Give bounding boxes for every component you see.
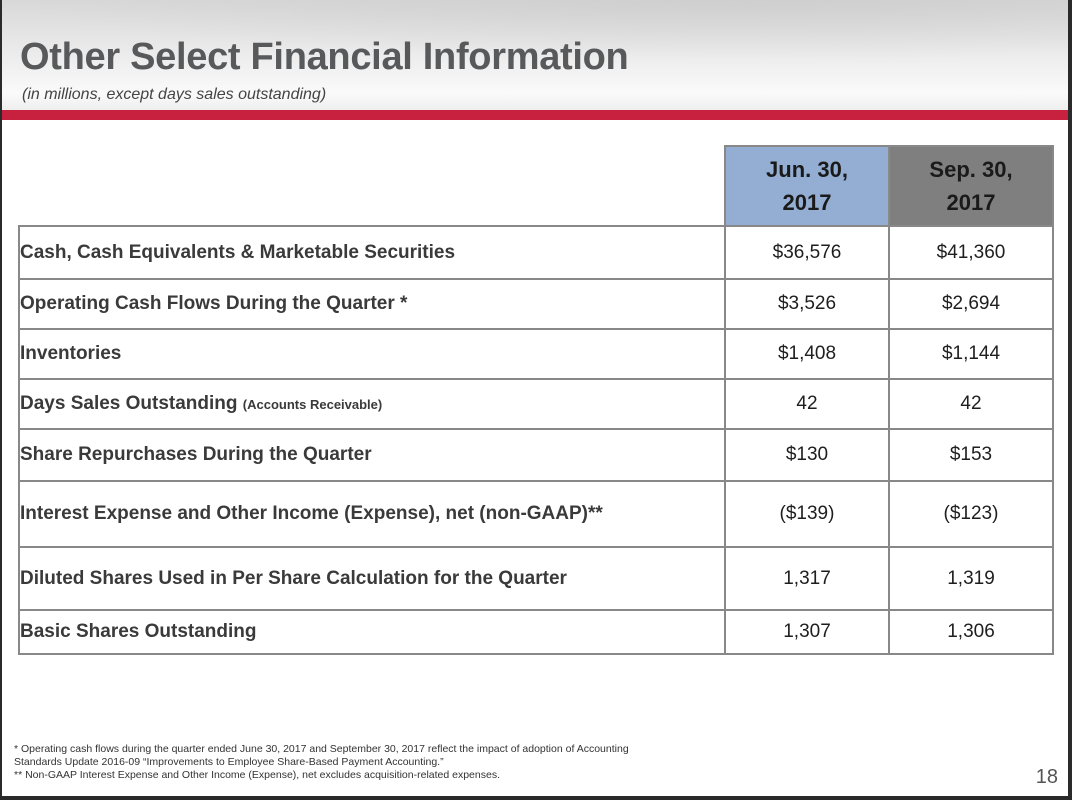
- footnote-1-line1: * Operating cash flows during the quarte…: [14, 743, 629, 755]
- value-jun: 1,317: [724, 546, 890, 611]
- row-label: Interest Expense and Other Income (Expen…: [18, 480, 726, 548]
- page-title: Other Select Financial Information: [20, 36, 629, 78]
- row-label-note: (Accounts Receivable): [242, 397, 383, 412]
- value-jun: $1,408: [724, 328, 890, 380]
- financial-table: Jun. 30, 2017 Sep. 30, 2017 Cash, Cash E…: [18, 145, 1054, 655]
- value-sep: 1,319: [888, 546, 1054, 611]
- page-number: 18: [1035, 766, 1058, 788]
- slide-header: [2, 0, 1068, 110]
- row-label: Days Sales Outstanding: [20, 393, 238, 414]
- row-label-cell: Days Sales Outstanding (Accounts Receiva…: [18, 378, 726, 430]
- column-header-line1: Jun. 30,: [766, 157, 848, 182]
- value-sep: 42: [888, 378, 1054, 430]
- table-row: Share Repurchases During the Quarter $13…: [18, 428, 1054, 482]
- value-jun: $3,526: [724, 278, 890, 330]
- column-header-line2: 2017: [946, 190, 996, 215]
- row-label: Cash, Cash Equivalents & Marketable Secu…: [18, 225, 726, 280]
- value-sep: ($123): [888, 480, 1054, 548]
- table-row: Diluted Shares Used in Per Share Calcula…: [18, 546, 1054, 611]
- footnotes: * Operating cash flows during the quarte…: [14, 743, 734, 782]
- page-subtitle: (in millions, except days sales outstand…: [22, 86, 327, 103]
- row-label: Share Repurchases During the Quarter: [18, 428, 726, 482]
- value-jun: ($139): [724, 480, 890, 548]
- value-jun: 42: [724, 378, 890, 430]
- footnote-2: ** Non-GAAP Interest Expense and Other I…: [14, 769, 500, 781]
- row-label: Operating Cash Flows During the Quarter …: [18, 278, 726, 330]
- table-row: Inventories $1,408 $1,144: [18, 328, 1054, 380]
- row-label: Inventories: [18, 328, 726, 380]
- value-sep: 1,306: [888, 609, 1054, 655]
- value-sep: $41,360: [888, 225, 1054, 280]
- value-sep: $153: [888, 428, 1054, 482]
- header-blank-cell: [19, 146, 725, 226]
- table-row: Operating Cash Flows During the Quarter …: [18, 278, 1054, 330]
- row-label: Basic Shares Outstanding: [18, 609, 726, 655]
- value-jun: $130: [724, 428, 890, 482]
- table-row: Days Sales Outstanding (Accounts Receiva…: [18, 378, 1054, 430]
- table-row: Interest Expense and Other Income (Expen…: [18, 480, 1054, 548]
- column-header-sep-2017: Sep. 30, 2017: [888, 145, 1054, 227]
- column-header-line2: 2017: [782, 190, 832, 215]
- table-row: Cash, Cash Equivalents & Marketable Secu…: [18, 225, 1054, 280]
- accent-bar: [2, 110, 1068, 120]
- value-jun: 1,307: [724, 609, 890, 655]
- row-label: Diluted Shares Used in Per Share Calcula…: [18, 546, 726, 611]
- value-sep: $2,694: [888, 278, 1054, 330]
- value-jun: $36,576: [724, 225, 890, 280]
- footnote-1-line2: Standards Update 2016-09 “Improvements t…: [14, 756, 444, 768]
- value-sep: $1,144: [888, 328, 1054, 380]
- column-header-line1: Sep. 30,: [929, 157, 1013, 182]
- table-row: Basic Shares Outstanding 1,307 1,306: [18, 609, 1054, 655]
- table-header-row: Jun. 30, 2017 Sep. 30, 2017: [19, 145, 1054, 227]
- column-header-jun-2017: Jun. 30, 2017: [724, 145, 890, 227]
